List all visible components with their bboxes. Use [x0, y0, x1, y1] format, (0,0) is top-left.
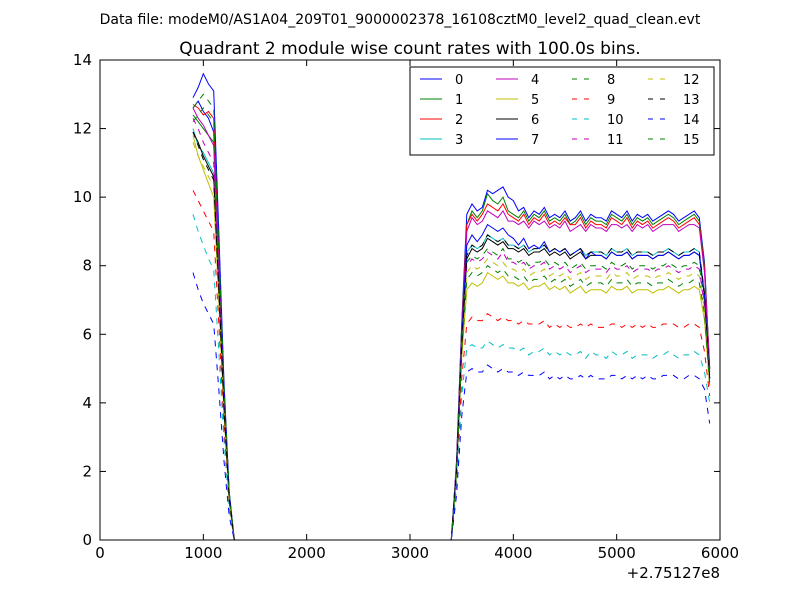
series-line-12: [192, 142, 711, 541]
x-tick-label: 6000: [701, 544, 739, 562]
y-tick-label: 8: [82, 257, 92, 275]
series-line-4: [192, 107, 711, 541]
y-tick-label: 12: [73, 120, 92, 138]
y-tick-label: 6: [82, 325, 92, 343]
x-offset-label: +2.75127e8: [627, 564, 720, 582]
legend-label-14: 14: [683, 113, 700, 128]
y-tick-label: 10: [73, 188, 92, 206]
data-file-suptitle: Data file: modeM0/AS1A04_209T01_90000023…: [100, 12, 701, 28]
legend-label-6: 6: [531, 113, 539, 128]
x-tick-label: 1000: [184, 544, 222, 562]
series-line-2: [192, 104, 711, 541]
legend-label-9: 9: [607, 93, 615, 108]
legend-label-8: 8: [607, 73, 615, 88]
legend-label-12: 12: [683, 73, 700, 88]
series-line-8: [192, 107, 711, 541]
x-tick-label: 0: [95, 544, 105, 562]
legend-label-11: 11: [607, 133, 624, 148]
y-tick-label: 2: [82, 462, 92, 480]
legend-label-2: 2: [455, 113, 463, 128]
legend-label-5: 5: [531, 93, 539, 108]
legend-label-0: 0: [455, 73, 463, 88]
legend-label-4: 4: [531, 73, 539, 88]
series-line-0: [192, 100, 711, 541]
legend-label-15: 15: [683, 133, 700, 148]
x-tick-label: 3000: [391, 544, 429, 562]
legend-label-13: 13: [683, 93, 700, 108]
series-line-5: [192, 135, 711, 541]
series-line-14: [192, 272, 711, 541]
series-line-6: [192, 131, 711, 541]
x-tick-label: 2000: [288, 544, 326, 562]
legend-label-7: 7: [531, 133, 539, 148]
y-tick-label: 0: [82, 531, 92, 549]
series-line-3: [192, 128, 711, 541]
legend-label-10: 10: [607, 113, 624, 128]
series-line-10: [192, 214, 711, 541]
legend-box: [409, 66, 715, 156]
y-tick-label: 4: [82, 394, 92, 412]
x-tick-label: 4000: [494, 544, 532, 562]
series-line-11: [192, 118, 711, 541]
y-tick-label: 14: [73, 51, 92, 69]
chart-title: Quadrant 2 module wise count rates with …: [179, 39, 640, 59]
legend-label-1: 1: [455, 93, 463, 108]
series-line-13: [192, 131, 711, 541]
series-line-15: [192, 93, 711, 541]
x-tick-label: 5000: [598, 544, 636, 562]
legend-label-3: 3: [455, 133, 463, 148]
series-line-9: [192, 190, 711, 541]
